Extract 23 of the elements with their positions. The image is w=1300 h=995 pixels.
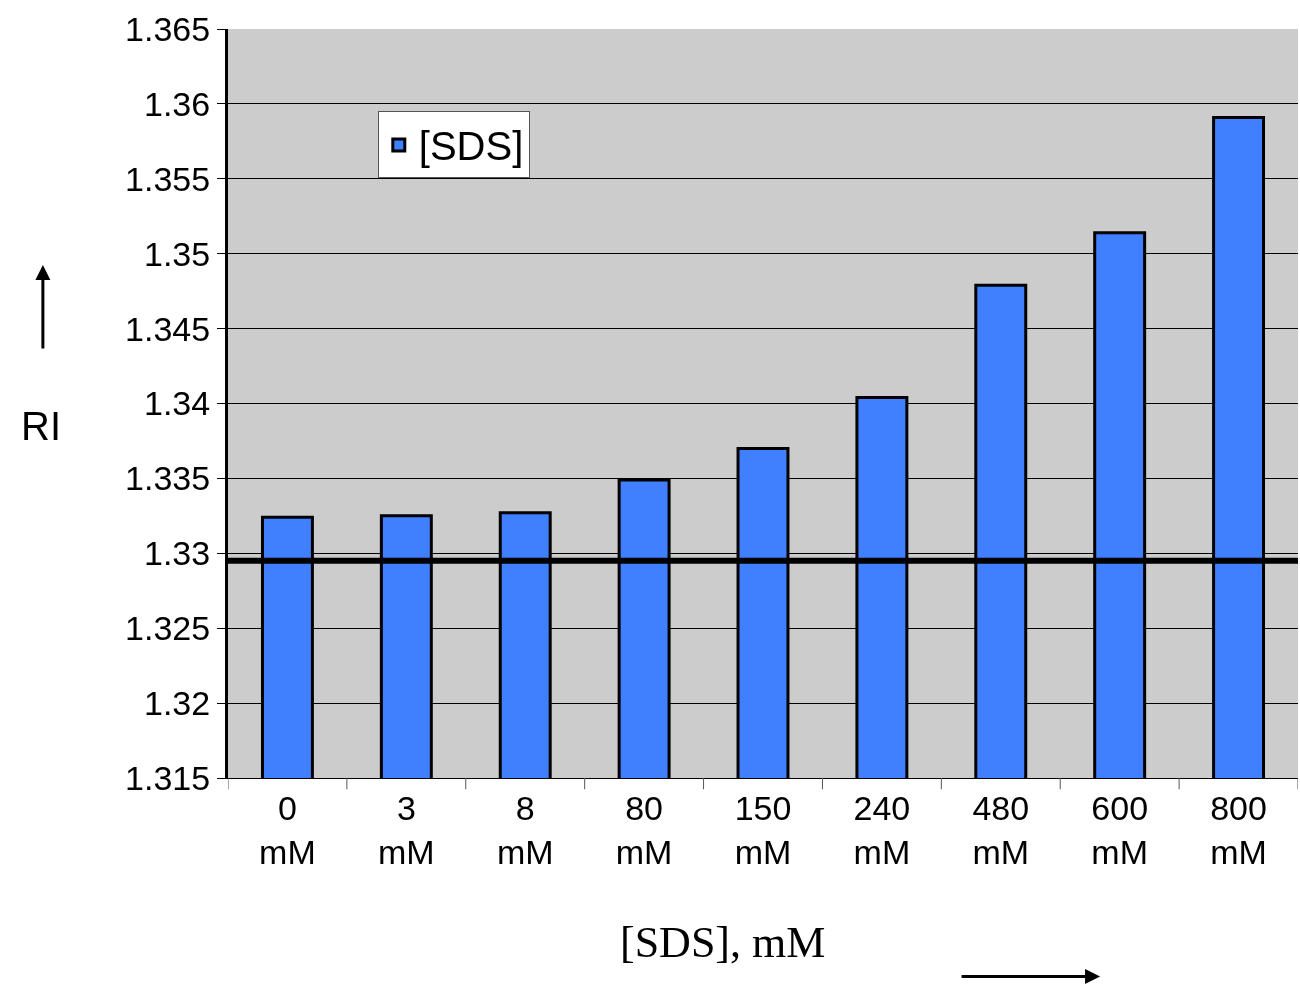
y-tick-label: 1.33 — [144, 534, 211, 573]
y-tick-label: 1.32 — [144, 684, 211, 722]
y-tick-label: 1.365 — [125, 9, 211, 48]
x-tick-label: 800 mM — [1210, 788, 1267, 871]
y-tick-label: 1.315 — [125, 758, 211, 797]
y-axis-title: RI — [21, 404, 61, 448]
x-tick-label: 0 mM — [259, 788, 316, 871]
x-tick-label: 600 mM — [1091, 788, 1149, 871]
y-tick-label: 1.35 — [144, 234, 211, 273]
x-tick-label: 240 mM — [853, 788, 911, 871]
legend-label: [SDS] — [418, 124, 524, 169]
x-tick-label: 80 mM — [615, 788, 673, 871]
y-tick-label: 1.325 — [125, 609, 211, 648]
x-tick-label: 480 mM — [972, 788, 1030, 871]
y-tick-label: 1.335 — [125, 459, 211, 498]
x-tick-label: 8 mM — [496, 788, 554, 871]
x-tick-label: 150 mM — [734, 788, 792, 871]
x-axis-title: [SDS], mM — [620, 918, 826, 967]
y-tick-label: 1.34 — [144, 384, 211, 423]
y-tick-label: 1.345 — [125, 309, 211, 348]
y-tick-label: 1.36 — [144, 84, 211, 123]
x-tick-label: 3 mM — [378, 788, 435, 871]
y-tick-label: 1.355 — [125, 159, 211, 198]
